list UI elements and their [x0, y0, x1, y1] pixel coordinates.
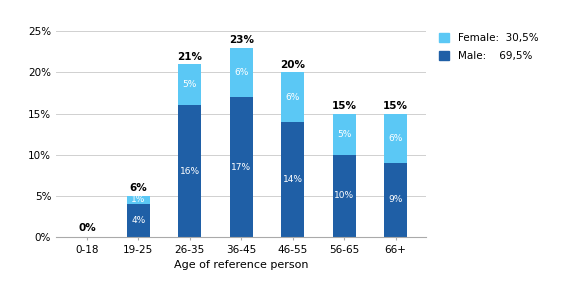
- Text: 15%: 15%: [383, 101, 408, 111]
- Bar: [281, 122, 304, 237]
- Text: 14%: 14%: [283, 175, 302, 184]
- Bar: [178, 64, 201, 105]
- Text: 6%: 6%: [234, 68, 249, 77]
- Text: 5%: 5%: [337, 130, 351, 139]
- Bar: [281, 73, 304, 122]
- Text: 17%: 17%: [231, 163, 251, 172]
- Bar: [384, 114, 407, 163]
- Text: 16%: 16%: [180, 167, 200, 176]
- Text: 10%: 10%: [334, 191, 354, 200]
- Text: 9%: 9%: [388, 195, 403, 204]
- Bar: [178, 105, 201, 237]
- Text: 6%: 6%: [286, 93, 300, 102]
- Text: 4%: 4%: [131, 216, 145, 225]
- X-axis label: Age of reference person: Age of reference person: [174, 260, 309, 270]
- Text: 6%: 6%: [130, 184, 147, 193]
- Text: 21%: 21%: [177, 52, 203, 62]
- Bar: [333, 155, 356, 237]
- Text: 6%: 6%: [388, 134, 403, 143]
- Text: 0%: 0%: [78, 223, 96, 233]
- Bar: [229, 97, 253, 237]
- Bar: [384, 163, 407, 237]
- Legend: Female:  30,5%, Male:    69,5%: Female: 30,5%, Male: 69,5%: [439, 33, 539, 61]
- Bar: [127, 196, 150, 204]
- Text: 1%: 1%: [131, 195, 145, 204]
- Text: 20%: 20%: [280, 60, 305, 70]
- Text: 23%: 23%: [229, 35, 254, 45]
- Bar: [333, 114, 356, 155]
- Text: 15%: 15%: [332, 101, 357, 111]
- Bar: [229, 48, 253, 97]
- Bar: [127, 204, 150, 237]
- Text: 5%: 5%: [183, 80, 197, 89]
